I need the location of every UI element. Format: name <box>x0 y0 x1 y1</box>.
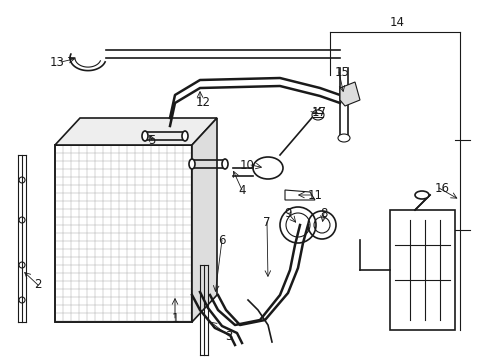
Text: 10: 10 <box>240 158 254 171</box>
Text: 8: 8 <box>319 207 326 220</box>
Text: 9: 9 <box>284 207 291 220</box>
Polygon shape <box>192 118 217 322</box>
Text: 17: 17 <box>311 105 326 118</box>
Text: 14: 14 <box>389 15 404 28</box>
Ellipse shape <box>189 159 195 169</box>
Text: 1: 1 <box>171 311 179 324</box>
Polygon shape <box>55 145 192 322</box>
Text: 16: 16 <box>434 181 449 194</box>
Text: 12: 12 <box>196 95 210 108</box>
Text: 4: 4 <box>238 184 245 197</box>
Ellipse shape <box>142 131 148 141</box>
Polygon shape <box>389 210 454 330</box>
Polygon shape <box>55 118 217 145</box>
Text: 13: 13 <box>50 55 65 68</box>
Ellipse shape <box>311 110 324 120</box>
Polygon shape <box>285 190 314 200</box>
Text: 5: 5 <box>148 134 155 147</box>
Text: 2: 2 <box>34 279 41 292</box>
Text: 3: 3 <box>224 329 232 342</box>
Ellipse shape <box>252 157 283 179</box>
Ellipse shape <box>337 134 349 142</box>
Text: 11: 11 <box>307 189 323 202</box>
Ellipse shape <box>182 131 187 141</box>
Polygon shape <box>339 82 359 106</box>
Ellipse shape <box>414 191 428 199</box>
Text: 15: 15 <box>334 66 349 78</box>
Ellipse shape <box>222 159 227 169</box>
Text: 7: 7 <box>263 216 270 229</box>
Text: 6: 6 <box>218 234 225 247</box>
